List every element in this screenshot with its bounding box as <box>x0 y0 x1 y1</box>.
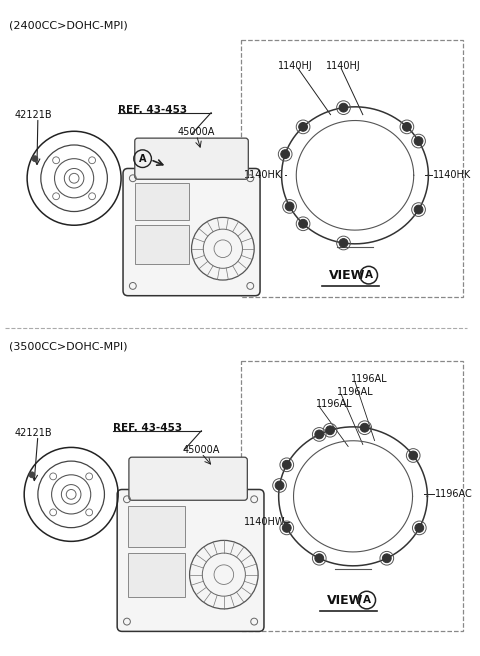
Bar <box>135 183 189 220</box>
Circle shape <box>383 554 391 563</box>
Circle shape <box>339 239 348 247</box>
Circle shape <box>325 426 335 435</box>
Text: 1140HJ: 1140HJ <box>277 61 312 71</box>
Circle shape <box>299 219 308 228</box>
FancyBboxPatch shape <box>241 361 463 632</box>
Circle shape <box>29 472 35 478</box>
Circle shape <box>32 155 38 161</box>
Circle shape <box>409 451 418 460</box>
Bar <box>128 553 185 597</box>
Text: 1140HK: 1140HK <box>433 171 471 180</box>
FancyBboxPatch shape <box>123 169 260 296</box>
Circle shape <box>315 554 324 563</box>
Text: 45000A: 45000A <box>183 445 220 455</box>
FancyBboxPatch shape <box>117 489 264 632</box>
Circle shape <box>360 423 369 432</box>
Text: A: A <box>363 595 371 605</box>
Bar <box>135 225 189 264</box>
Text: 1140HK: 1140HK <box>244 171 283 180</box>
Text: 1196AL: 1196AL <box>337 387 374 397</box>
Text: VIEW: VIEW <box>326 594 363 607</box>
Text: 42121B: 42121B <box>14 428 52 438</box>
FancyBboxPatch shape <box>241 40 463 297</box>
Text: 1196AL: 1196AL <box>316 400 352 409</box>
Circle shape <box>315 430 324 439</box>
Text: 42121B: 42121B <box>14 110 52 120</box>
Text: (3500CC>DOHC-MPI): (3500CC>DOHC-MPI) <box>9 342 127 352</box>
Circle shape <box>281 150 289 159</box>
Circle shape <box>285 202 294 211</box>
Text: (2400CC>DOHC-MPI): (2400CC>DOHC-MPI) <box>9 21 127 31</box>
Circle shape <box>339 103 348 112</box>
Text: 1196AC: 1196AC <box>435 489 473 499</box>
Circle shape <box>403 123 411 131</box>
Text: REF. 43-453: REF. 43-453 <box>118 105 187 115</box>
Circle shape <box>275 481 284 490</box>
Circle shape <box>414 205 423 214</box>
FancyBboxPatch shape <box>129 457 247 501</box>
Circle shape <box>299 123 308 131</box>
Text: A: A <box>139 154 146 164</box>
Text: REF. 43-453: REF. 43-453 <box>113 423 182 433</box>
Text: VIEW: VIEW <box>329 269 365 282</box>
Bar <box>128 506 185 547</box>
Circle shape <box>414 136 423 146</box>
FancyBboxPatch shape <box>135 138 248 179</box>
Text: 1140HJ: 1140HJ <box>325 61 360 71</box>
Text: 1196AL: 1196AL <box>351 374 388 384</box>
Circle shape <box>282 523 291 532</box>
Text: 1140HW: 1140HW <box>244 517 286 527</box>
Circle shape <box>415 523 424 532</box>
Circle shape <box>282 461 291 469</box>
Text: 45000A: 45000A <box>178 127 215 137</box>
Text: A: A <box>365 270 372 280</box>
